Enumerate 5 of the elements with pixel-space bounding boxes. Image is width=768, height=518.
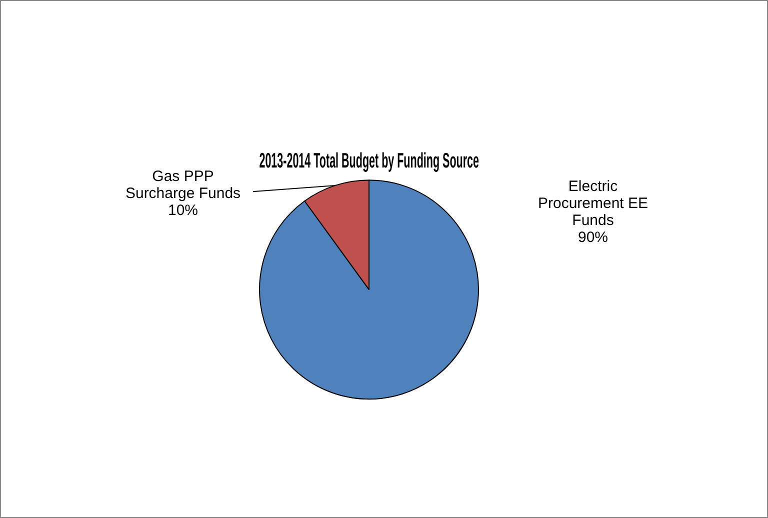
slice-label: Electric Procurement EE Funds: [538, 178, 648, 230]
chart-title: 2013-2014 Total Budget by Funding Source: [259, 148, 479, 172]
slice-label: Gas PPP Surcharge Funds: [125, 168, 241, 202]
data-label: 10%: [168, 202, 198, 220]
data-label: 90%: [578, 229, 608, 246]
